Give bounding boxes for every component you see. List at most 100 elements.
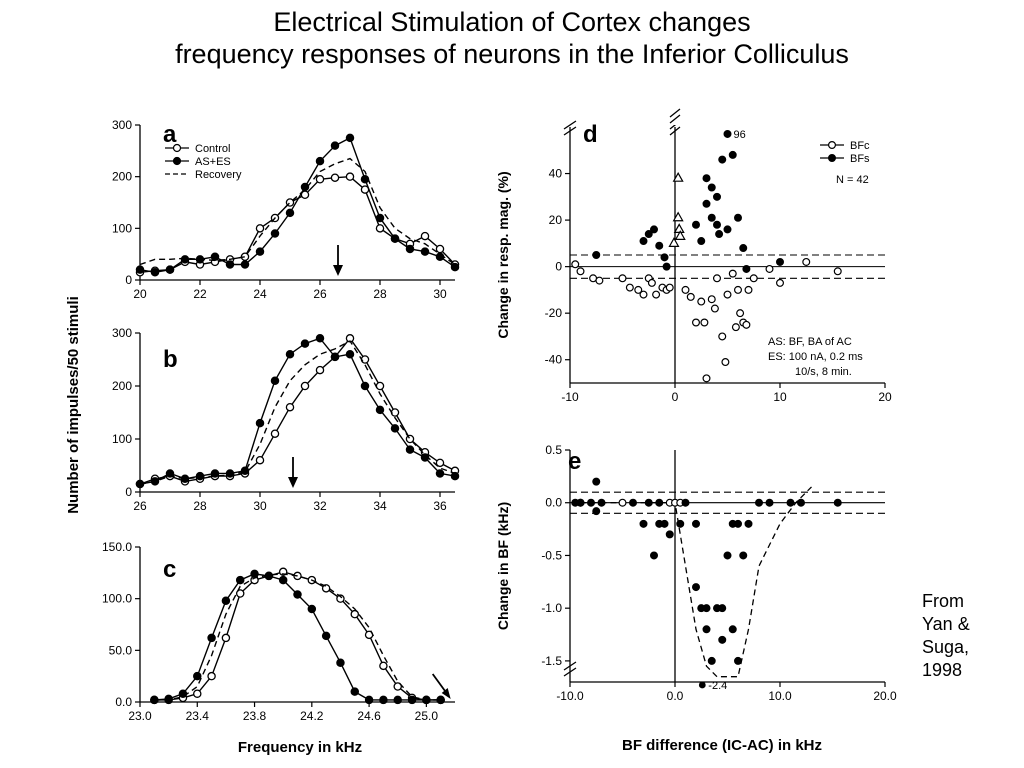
- data-point: [178, 689, 188, 698]
- x-tick-label: 24.2: [300, 709, 324, 723]
- data-point: [375, 224, 385, 233]
- title-line-1: Electrical Stimulation of Cortex changes: [273, 7, 751, 37]
- data-point: [625, 283, 634, 292]
- legend-marker: [827, 141, 836, 150]
- series-line-control: [139, 337, 456, 485]
- data-point: [728, 625, 737, 634]
- data-point: [420, 247, 430, 256]
- data-point: [721, 358, 730, 367]
- data-point: [718, 155, 727, 164]
- data-point: [393, 682, 402, 691]
- x-tick-label: 23.8: [243, 709, 267, 723]
- x-tick-label: 20.0: [873, 689, 897, 703]
- data-point: [285, 208, 295, 218]
- data-point: [655, 498, 664, 507]
- data-point: [364, 695, 374, 705]
- data-point: [592, 477, 601, 486]
- legend-marker: [827, 154, 836, 163]
- data-point: [833, 267, 842, 276]
- legend-label: Recovery: [195, 169, 242, 181]
- panel-label: d: [583, 121, 598, 148]
- data-point: [644, 230, 653, 239]
- data-point: [739, 551, 748, 560]
- data-point: [775, 257, 784, 266]
- x-tick-label: 30: [433, 287, 447, 301]
- data-point: [270, 376, 280, 385]
- data-point: [180, 255, 190, 264]
- data-point: [300, 381, 310, 391]
- panel-e: -10.0 0.0 10.0 20.0 0.5 0.0 -0.5 -1.0 -1.5 e Chang…: [495, 443, 897, 703]
- data-point: [712, 192, 721, 201]
- data-point: [450, 471, 460, 481]
- data-point: [336, 658, 345, 667]
- x-tick-label: 28: [373, 287, 387, 301]
- panel-label: b: [163, 346, 178, 373]
- data-point: [221, 633, 231, 643]
- legend-marker: [172, 143, 182, 153]
- y-axis-label: Change in resp. mag. (%): [495, 171, 511, 338]
- data-point-triangle: [668, 237, 680, 247]
- data-point: [618, 498, 627, 507]
- data-point-triangle: [674, 230, 686, 240]
- credit-line-4: 1998: [922, 660, 963, 680]
- data-point: [786, 498, 795, 507]
- x-tick-label: 0.0: [667, 689, 684, 703]
- data-point: [315, 174, 325, 184]
- data-point: [250, 569, 259, 579]
- data-point: [307, 604, 317, 614]
- data-point: [742, 264, 751, 273]
- data-point: [597, 498, 606, 507]
- data-point: [165, 265, 175, 274]
- annotation-96: 96: [734, 129, 746, 141]
- data-point: [702, 199, 711, 208]
- data-point: [833, 498, 842, 507]
- data-point: [595, 276, 604, 285]
- data-point: [336, 594, 345, 603]
- data-point: [733, 213, 742, 222]
- data-point: [733, 519, 742, 528]
- data-point: [321, 631, 331, 641]
- data-point: [765, 498, 774, 507]
- data-point: [702, 604, 711, 613]
- y-axis-label: Change in BF (kHz): [495, 502, 511, 630]
- note-line-1: AS: BF, BA of AC: [768, 336, 852, 348]
- data-point: [390, 234, 400, 243]
- data-point: [652, 290, 661, 299]
- y-tick-label: 0: [555, 260, 562, 274]
- data-point: [733, 285, 742, 294]
- data-point: [707, 295, 716, 304]
- x-tick-label: -10.0: [556, 689, 584, 703]
- data-point: [647, 278, 656, 287]
- data-point: [662, 262, 671, 271]
- x-tick-label: 23.0: [128, 709, 152, 723]
- x-tick-label: 34: [373, 499, 387, 513]
- data-point: [700, 318, 709, 327]
- y-tick-label: 100.0: [102, 592, 132, 606]
- data-point: [592, 507, 601, 516]
- data-point: [225, 469, 235, 478]
- x-tick-label: -10: [561, 390, 579, 404]
- slide-title: Electrical Stimulation of Cortex changes…: [0, 6, 1024, 70]
- data-point: [707, 656, 716, 665]
- data-point: [718, 635, 727, 644]
- data-point: [728, 269, 737, 278]
- data-point: [749, 274, 758, 283]
- data-point: [639, 237, 648, 246]
- data-point: [697, 237, 706, 246]
- data-point: [736, 309, 745, 318]
- y-tick-label: 0.0: [115, 695, 132, 709]
- x-tick-label: 20: [878, 390, 892, 404]
- arrow-head: [441, 688, 451, 699]
- y-tick-label: -0.5: [541, 548, 562, 562]
- panel-c: 23.0 23.4 23.8 24.2 24.6 25.0 0.0 50.0 100.0 150.…: [102, 540, 455, 723]
- data-point: [702, 374, 711, 383]
- data-point: [300, 182, 310, 192]
- data-point: [628, 498, 637, 507]
- data-point: [435, 469, 445, 478]
- data-point: [571, 260, 580, 269]
- data-point: [723, 225, 732, 234]
- data-point: [210, 252, 220, 261]
- data-point-triangle: [673, 223, 685, 233]
